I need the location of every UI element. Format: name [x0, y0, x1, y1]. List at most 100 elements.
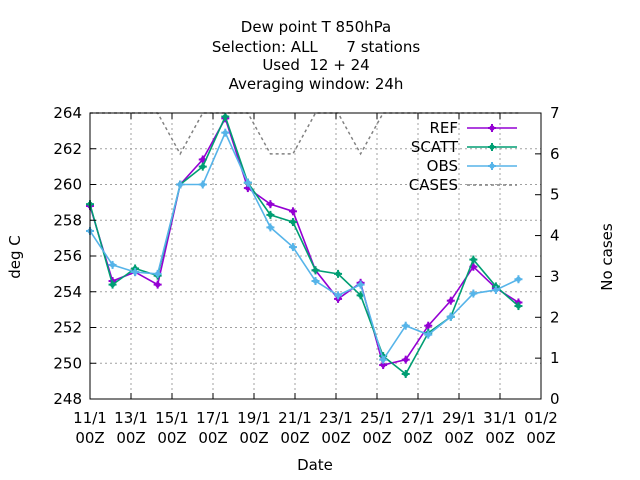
- y-tick-label: 256: [53, 247, 82, 265]
- data-point-scatt: [198, 162, 207, 171]
- series-line-ref: [89, 116, 519, 366]
- data-point-obs: [288, 243, 297, 252]
- x-tick-label: 00Z: [157, 429, 186, 447]
- x-tick-label: 00Z: [75, 429, 104, 447]
- legend-entry-cases: CASES: [409, 176, 517, 194]
- x-tick-label: 29/1: [442, 409, 476, 427]
- y-tick-label: 254: [53, 283, 82, 301]
- x-tick-label: 17/1: [196, 409, 230, 427]
- legend-label: REF: [429, 119, 458, 137]
- series-layer: [86, 112, 523, 378]
- data-point-obs: [311, 277, 320, 286]
- y2-tick-label: 2: [550, 308, 560, 326]
- data-point-scatt: [334, 269, 343, 278]
- x-axis-label: Date: [297, 456, 333, 474]
- y-tick-label: 250: [53, 354, 82, 372]
- data-point-scatt: [311, 266, 320, 275]
- legend-entry-ref: REF: [429, 119, 517, 137]
- legend-marker: [488, 162, 496, 170]
- chart-title: Dew point T 850hPa Selection: ALL 7 stat…: [212, 18, 420, 93]
- data-point-obs: [446, 312, 455, 321]
- data-point-ref: [424, 321, 433, 330]
- y-axis-label: deg C: [6, 235, 24, 279]
- data-point-ref: [446, 296, 455, 305]
- x-tick-label: 27/1: [401, 409, 435, 427]
- x-tick-label: 00Z: [198, 429, 227, 447]
- series-obs: [86, 128, 523, 364]
- x-tick-label: 23/1: [319, 409, 353, 427]
- data-point-obs: [153, 269, 162, 278]
- y2-tick-label: 7: [550, 104, 560, 122]
- data-point-ref: [153, 280, 162, 289]
- legend-entry-scatt: SCATT: [411, 138, 517, 156]
- x-tick-label: 00Z: [526, 429, 555, 447]
- title-line-2: Selection: ALL 7 stations: [212, 38, 420, 56]
- y2-tick-label: 1: [550, 349, 560, 367]
- y2-tick-label: 6: [550, 145, 560, 163]
- y-tick-label: 260: [53, 176, 82, 194]
- data-point-obs: [221, 128, 230, 137]
- legend-label: CASES: [409, 176, 458, 194]
- legend-entry-obs: OBS: [427, 157, 517, 175]
- data-point-obs: [424, 330, 433, 339]
- legend-marker: [488, 124, 496, 132]
- title-line-1: Dew point T 850hPa: [241, 18, 391, 36]
- legend-label: SCATT: [411, 138, 459, 156]
- data-point-obs: [131, 268, 140, 277]
- y-tick-label: 258: [53, 211, 82, 229]
- y2-tick-label: 4: [550, 227, 560, 245]
- y2-axis-label: No cases: [598, 223, 616, 291]
- x-tick-label: 19/1: [237, 409, 271, 427]
- x-tick-label: 00Z: [280, 429, 309, 447]
- x-tick-label: 01/2: [524, 409, 558, 427]
- x-tick-label: 25/1: [360, 409, 394, 427]
- x-tick-label: 15/1: [155, 409, 189, 427]
- data-point-obs: [334, 291, 343, 300]
- data-point-scatt: [266, 210, 275, 219]
- y2-tick-label: 5: [550, 186, 560, 204]
- data-point-ref: [266, 200, 275, 209]
- x-tick-label: 13/1: [114, 409, 148, 427]
- x-tick-label: 00Z: [116, 429, 145, 447]
- data-point-scatt: [108, 280, 117, 289]
- data-point-obs: [401, 321, 410, 330]
- data-point-obs: [469, 289, 478, 298]
- y2-tick-label: 3: [550, 267, 560, 285]
- data-point-scatt: [514, 302, 523, 311]
- data-point-ref: [288, 207, 297, 216]
- y2-tick-label: 0: [550, 390, 560, 408]
- data-point-ref: [469, 262, 478, 271]
- x-tick-label: 00Z: [485, 429, 514, 447]
- data-point-ref: [401, 355, 410, 364]
- legend-label: OBS: [427, 157, 458, 175]
- data-point-scatt: [401, 369, 410, 378]
- x-tick-label: 00Z: [239, 429, 268, 447]
- x-tick-label: 11/1: [73, 409, 107, 427]
- x-tick-label: 00Z: [362, 429, 391, 447]
- data-point-obs: [379, 355, 388, 364]
- data-point-obs: [108, 260, 117, 269]
- grid: [90, 113, 541, 399]
- data-point-obs: [198, 180, 207, 189]
- legend-marker: [488, 143, 496, 151]
- y-tick-label: 262: [53, 140, 82, 158]
- y-tick-label: 252: [53, 319, 82, 337]
- data-point-scatt: [288, 218, 297, 227]
- data-point-obs: [491, 285, 500, 294]
- y-tick-label: 248: [53, 390, 82, 408]
- data-point-obs: [266, 223, 275, 232]
- series-line-obs: [89, 130, 519, 362]
- data-point-scatt: [221, 112, 230, 121]
- x-tick-label: 31/1: [483, 409, 517, 427]
- x-tick-label: 00Z: [321, 429, 350, 447]
- x-tick-label: 21/1: [278, 409, 312, 427]
- title-line-4: Averaging window: 24h: [229, 75, 404, 93]
- data-point-obs: [356, 280, 365, 289]
- data-point-obs: [176, 180, 185, 189]
- x-tick-label: 00Z: [444, 429, 473, 447]
- data-point-obs: [514, 275, 523, 284]
- data-point-scatt: [469, 255, 478, 264]
- y-tick-label: 264: [53, 104, 82, 122]
